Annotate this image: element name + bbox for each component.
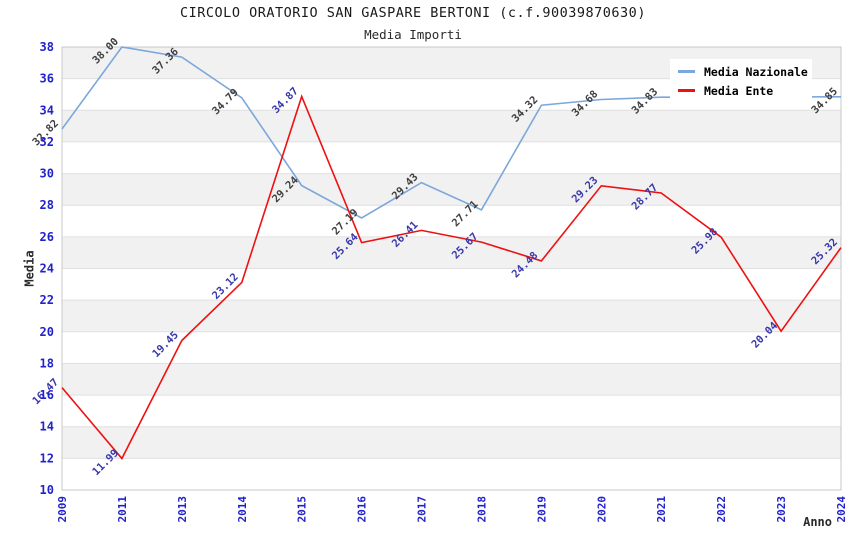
x-tick-label: 2014 (236, 496, 249, 523)
y-tick-label: 24 (40, 262, 54, 276)
x-tick-label: 2023 (775, 496, 788, 523)
plot-band (62, 426, 841, 459)
y-tick-label: 38 (40, 40, 54, 54)
y-tick-label: 28 (40, 198, 54, 212)
x-tick-label: 2016 (356, 496, 369, 523)
plot-band (62, 173, 841, 206)
legend-swatch-media-ente-icon (678, 89, 695, 92)
chart-subtitle: Media Importi (364, 27, 462, 42)
y-tick-label: 18 (40, 356, 54, 370)
x-tick-label: 2021 (655, 496, 668, 523)
x-tick-label: 2022 (715, 496, 728, 523)
y-tick-label: 26 (40, 230, 54, 244)
plot-band (62, 300, 841, 332)
y-tick-label: 34 (40, 103, 54, 117)
x-axis-title: Anno (803, 515, 832, 529)
y-tick-label: 30 (40, 167, 54, 181)
y-tick-label: 12 (40, 451, 54, 465)
x-tick-label: 2019 (535, 496, 548, 523)
plot-band (62, 363, 841, 396)
x-tick-label: 2015 (296, 496, 309, 523)
plot-band (62, 236, 841, 269)
y-tick-label: 14 (40, 420, 54, 434)
y-tick-label: 32 (40, 135, 54, 149)
series-line-media-nazionale (61, 46, 842, 219)
x-tick-label: 2009 (56, 496, 69, 523)
legend-label-media-nazionale: Media Nazionale (704, 64, 808, 79)
legend-box: Media Nazionale Media Ente (670, 59, 812, 103)
legend-item-media-ente: Media Ente (670, 84, 812, 98)
plot-border (61, 46, 842, 491)
legend-item-media-nazionale: Media Nazionale (670, 65, 812, 79)
x-tick-label: 2011 (116, 496, 129, 523)
y-tick-label: 22 (40, 293, 54, 307)
y-axis-title: Media (22, 250, 37, 287)
value-label-media-nazionale: 27.19 (330, 207, 361, 238)
x-tick-label: 2018 (475, 496, 488, 523)
y-tick-label: 10 (40, 483, 54, 497)
plot-band (62, 110, 841, 142)
chart-title: CIRCOLO ORATORIO SAN GASPARE BERTONI (c.… (180, 5, 646, 21)
value-label-media-ente: 19.45 (150, 329, 181, 360)
x-tick-label: 2013 (176, 496, 189, 523)
x-tick-label: 2020 (595, 496, 608, 523)
legend-label-media-ente: Media Ente (704, 83, 774, 98)
series-line-media-ente (61, 94, 842, 460)
y-tick-label: 36 (40, 72, 54, 86)
y-tick-label: 16 (40, 388, 54, 402)
x-tick-label: 2024 (835, 496, 848, 523)
legend-swatch-media-nazionale-icon (678, 70, 695, 73)
y-tick-label: 20 (40, 325, 54, 339)
x-tick-label: 2017 (416, 496, 429, 523)
